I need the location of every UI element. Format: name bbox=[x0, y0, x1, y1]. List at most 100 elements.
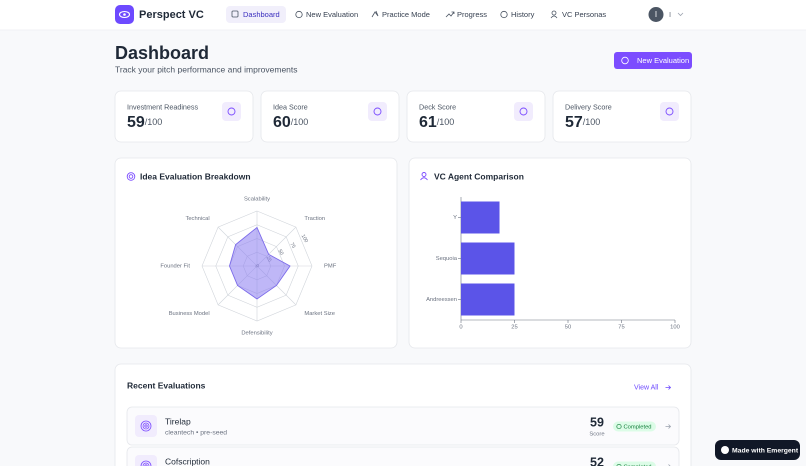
user-name[interactable]: I bbox=[669, 10, 671, 19]
nav-item[interactable]: VC Personas bbox=[562, 10, 606, 19]
recent-title: Recent Evaluations bbox=[127, 380, 206, 390]
card-icon bbox=[373, 107, 382, 116]
radar-category: Traction bbox=[304, 216, 325, 222]
y-tick-label: Sequoia bbox=[436, 256, 458, 262]
score-value: 59/100 bbox=[127, 114, 162, 131]
eval-name: Tirelap bbox=[165, 416, 191, 426]
panel-icon bbox=[421, 172, 427, 177]
score-suffix: /100 bbox=[145, 117, 163, 127]
panel-title: Idea Evaluation Breakdown bbox=[140, 171, 251, 181]
eval-tags: cleantech • pre-seed bbox=[165, 429, 227, 436]
bar bbox=[461, 242, 515, 275]
status-badge bbox=[613, 421, 656, 432]
score-label: Investment Readiness bbox=[127, 102, 199, 111]
status-label: Completed bbox=[624, 465, 652, 466]
card-icon-bg bbox=[368, 102, 387, 121]
score-number: 57 bbox=[565, 114, 583, 131]
x-tick-label: 25 bbox=[511, 325, 517, 331]
row-icon bbox=[144, 424, 148, 428]
new-eval-button[interactable] bbox=[614, 52, 692, 69]
x-tick-label: 75 bbox=[618, 325, 624, 331]
panel-title: VC Agent Comparison bbox=[434, 171, 524, 181]
row-icon bbox=[140, 420, 152, 432]
page-subtitle: Track your pitch performance and improve… bbox=[115, 64, 298, 74]
nav-icon bbox=[445, 11, 455, 18]
button-label: New Evaluation bbox=[637, 56, 689, 65]
eval-score: 59 bbox=[590, 415, 604, 429]
nav-item[interactable]: New Evaluation bbox=[306, 10, 358, 19]
score-number: 61 bbox=[419, 114, 437, 131]
status-icon bbox=[616, 463, 622, 466]
view-all-arrow bbox=[665, 385, 672, 390]
bar-panel bbox=[408, 157, 692, 349]
y-tick-label: Y bbox=[453, 215, 457, 221]
card-icon-bg bbox=[514, 102, 533, 121]
radar-category: Market Size bbox=[304, 311, 335, 317]
card-icon-bg bbox=[222, 102, 241, 121]
score-suffix: /100 bbox=[437, 117, 455, 127]
score-card bbox=[406, 90, 546, 143]
score-card bbox=[552, 90, 692, 143]
page-title: Dashboard bbox=[115, 43, 209, 63]
x-tick-label: 50 bbox=[565, 325, 571, 331]
score-suffix: /100 bbox=[583, 117, 601, 127]
eval-score-label: Score bbox=[589, 432, 604, 438]
brand[interactable]: Perspect VC bbox=[139, 9, 204, 21]
x-tick-label: 100 bbox=[670, 325, 680, 331]
radar-tick-label: 100 bbox=[300, 234, 309, 244]
nav-icon bbox=[371, 10, 379, 18]
score-suffix: /100 bbox=[291, 117, 309, 127]
nav-icon bbox=[500, 10, 508, 19]
card-icon bbox=[665, 107, 674, 116]
row-icon bbox=[140, 460, 152, 466]
bar bbox=[461, 283, 515, 316]
nav-item[interactable]: Practice Mode bbox=[382, 10, 430, 19]
nav-item[interactable]: Progress bbox=[457, 10, 487, 19]
score-card bbox=[260, 90, 400, 143]
eval-score: 52 bbox=[590, 455, 604, 466]
radar-category: PMF bbox=[324, 264, 337, 270]
view-all[interactable]: View All bbox=[634, 384, 659, 391]
radar-category: Defensibility bbox=[241, 331, 272, 337]
card-icon bbox=[519, 107, 528, 116]
button-icon bbox=[621, 56, 629, 65]
score-card bbox=[114, 90, 254, 143]
panel-icon bbox=[128, 174, 134, 179]
nav-bar bbox=[0, 0, 806, 30]
nav-item[interactable]: Dashboard bbox=[243, 10, 280, 19]
logo-pupil bbox=[123, 13, 126, 16]
radar-category: Business Model bbox=[169, 311, 210, 317]
radar-category: Technical bbox=[185, 216, 209, 222]
score-number: 59 bbox=[127, 114, 145, 131]
score-value: 60/100 bbox=[273, 114, 308, 131]
status-label: Completed bbox=[624, 425, 652, 431]
radar-area bbox=[229, 226, 291, 300]
row-arrow bbox=[668, 464, 671, 466]
panel-icon bbox=[126, 172, 136, 181]
avatar[interactable] bbox=[648, 7, 664, 22]
row-icon-bg bbox=[135, 455, 157, 466]
badge-icon bbox=[721, 446, 729, 454]
logo-eye bbox=[118, 10, 131, 19]
radar-category: Scalability bbox=[244, 197, 270, 203]
radar-tick-label: 75 bbox=[288, 242, 296, 250]
score-label: Deck Score bbox=[419, 102, 456, 111]
eval-row[interactable] bbox=[126, 406, 680, 446]
emergent-badge[interactable] bbox=[715, 440, 800, 460]
eval-row[interactable] bbox=[126, 446, 680, 466]
panel-icon bbox=[420, 177, 428, 181]
score-number: 60 bbox=[273, 114, 291, 131]
card-icon-bg bbox=[660, 102, 679, 121]
nav-active-bg bbox=[226, 6, 286, 23]
status-icon bbox=[616, 423, 622, 430]
nav-item[interactable]: History bbox=[511, 10, 535, 19]
row-icon bbox=[142, 422, 150, 430]
nav-icon bbox=[550, 15, 558, 19]
score-label: Idea Score bbox=[273, 102, 308, 111]
radar-category: Founder Fit bbox=[160, 264, 190, 270]
row-arrow bbox=[665, 424, 672, 429]
row-icon-bg bbox=[135, 415, 157, 437]
row-icon bbox=[142, 462, 150, 466]
nav-icon bbox=[551, 10, 557, 16]
